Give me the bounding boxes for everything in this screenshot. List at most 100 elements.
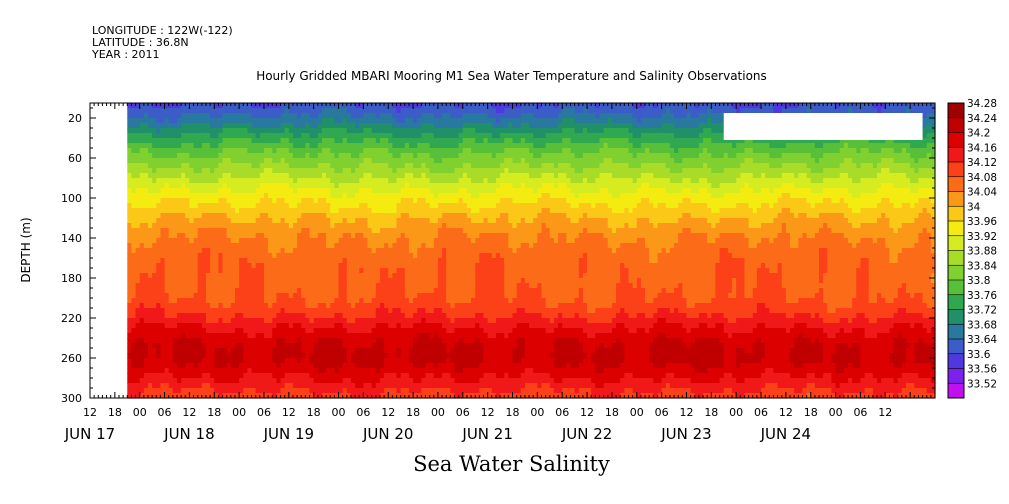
heatmap-cell <box>417 328 422 334</box>
heatmap-cell <box>342 218 348 224</box>
heatmap-cell <box>425 283 431 289</box>
heatmap-cell <box>462 383 468 389</box>
heatmap-cell <box>450 223 456 229</box>
heatmap-cell <box>433 308 439 314</box>
heatmap-cell <box>239 148 244 154</box>
heatmap-cell <box>143 223 149 229</box>
heatmap-cell <box>268 208 273 214</box>
heatmap-cell <box>359 123 364 129</box>
heatmap-cell <box>384 298 389 304</box>
heatmap-cell <box>392 268 398 274</box>
heatmap-cell <box>330 158 335 164</box>
heatmap-cell <box>280 323 286 329</box>
heatmap-cell <box>147 143 153 149</box>
heatmap-cell <box>135 308 141 314</box>
heatmap-cell <box>446 358 451 364</box>
heatmap-cell <box>379 188 385 194</box>
heatmap-cell <box>172 368 178 374</box>
heatmap-cell <box>143 173 149 179</box>
heatmap-cell <box>317 388 323 394</box>
heatmap-cell <box>471 238 476 244</box>
heatmap-cell <box>205 153 211 159</box>
heatmap-cell <box>384 323 389 329</box>
heatmap-cell <box>210 273 215 279</box>
heatmap-cell <box>297 138 302 144</box>
heatmap-cell <box>139 253 145 259</box>
heatmap-cell <box>284 233 290 239</box>
heatmap-cell <box>350 113 356 119</box>
heatmap-cell <box>367 213 373 219</box>
heatmap-cell <box>210 223 215 229</box>
heatmap-cell <box>234 343 240 349</box>
heatmap-cell <box>297 358 302 364</box>
heatmap-cell <box>147 263 153 269</box>
heatmap-cell <box>172 133 178 139</box>
heatmap-cell <box>139 153 145 159</box>
heatmap-cell <box>350 223 356 229</box>
heatmap-cell <box>421 368 427 374</box>
heatmap-cell <box>218 333 224 339</box>
heatmap-cell <box>355 333 360 339</box>
heatmap-cell <box>284 368 290 374</box>
heatmap-cell <box>408 293 414 299</box>
heatmap-cell <box>309 308 315 314</box>
heatmap-cell <box>156 208 162 214</box>
heatmap-cell <box>268 183 273 189</box>
heatmap-cell <box>421 118 427 124</box>
heatmap-cell <box>297 353 302 359</box>
heatmap-cell <box>350 343 356 349</box>
heatmap-cell <box>272 168 277 174</box>
heatmap-cell <box>272 263 277 269</box>
heatmap-cell <box>396 143 402 149</box>
heatmap-cell <box>181 238 186 244</box>
heatmap-cell <box>226 253 232 259</box>
heatmap-cell <box>309 218 315 224</box>
heatmap-cell <box>172 123 178 129</box>
heatmap-cell <box>342 238 348 244</box>
heatmap-cell <box>247 208 253 214</box>
heatmap-cell <box>462 163 468 169</box>
heatmap-cell <box>462 353 468 359</box>
heatmap-cell <box>471 203 476 209</box>
heatmap-cell <box>301 353 306 359</box>
heatmap-cell <box>396 233 402 239</box>
heatmap-cell <box>214 328 219 334</box>
heatmap-cell <box>384 348 389 354</box>
heatmap-cell <box>388 273 393 279</box>
heatmap-cell <box>222 323 228 329</box>
heatmap-cell <box>292 313 298 319</box>
heatmap-cell <box>276 308 282 314</box>
heatmap-cell <box>156 118 162 124</box>
heatmap-cell <box>243 333 248 339</box>
heatmap-cell <box>367 103 373 109</box>
heatmap-cell <box>234 303 240 309</box>
heatmap-cell <box>222 268 228 274</box>
heatmap-cell <box>350 238 356 244</box>
heatmap-cell <box>400 153 406 159</box>
heatmap-cell <box>276 218 282 224</box>
heatmap-cell <box>425 148 431 154</box>
heatmap-cell <box>425 133 431 139</box>
heatmap-cell <box>193 348 199 354</box>
heatmap-cell <box>388 303 393 309</box>
heatmap-cell <box>359 353 364 359</box>
heatmap-cell <box>392 363 398 369</box>
heatmap-cell <box>305 233 311 239</box>
heatmap-cell <box>442 293 447 299</box>
heatmap-cell <box>214 203 219 209</box>
heatmap-cell <box>193 388 199 394</box>
heatmap-cell <box>330 123 335 129</box>
heatmap-cell <box>181 128 186 134</box>
heatmap-cell <box>454 123 460 129</box>
heatmap-cell <box>160 128 166 134</box>
heatmap-cell <box>471 193 476 199</box>
heatmap-cell <box>330 353 335 359</box>
heatmap-cell <box>375 283 381 289</box>
heatmap-cell <box>259 233 265 239</box>
heatmap-cell <box>176 108 182 114</box>
heatmap-cell <box>313 208 319 214</box>
heatmap-cell <box>189 223 195 229</box>
heatmap-cell <box>156 108 162 114</box>
heatmap-cell <box>388 358 393 364</box>
heatmap-cell <box>164 288 170 294</box>
